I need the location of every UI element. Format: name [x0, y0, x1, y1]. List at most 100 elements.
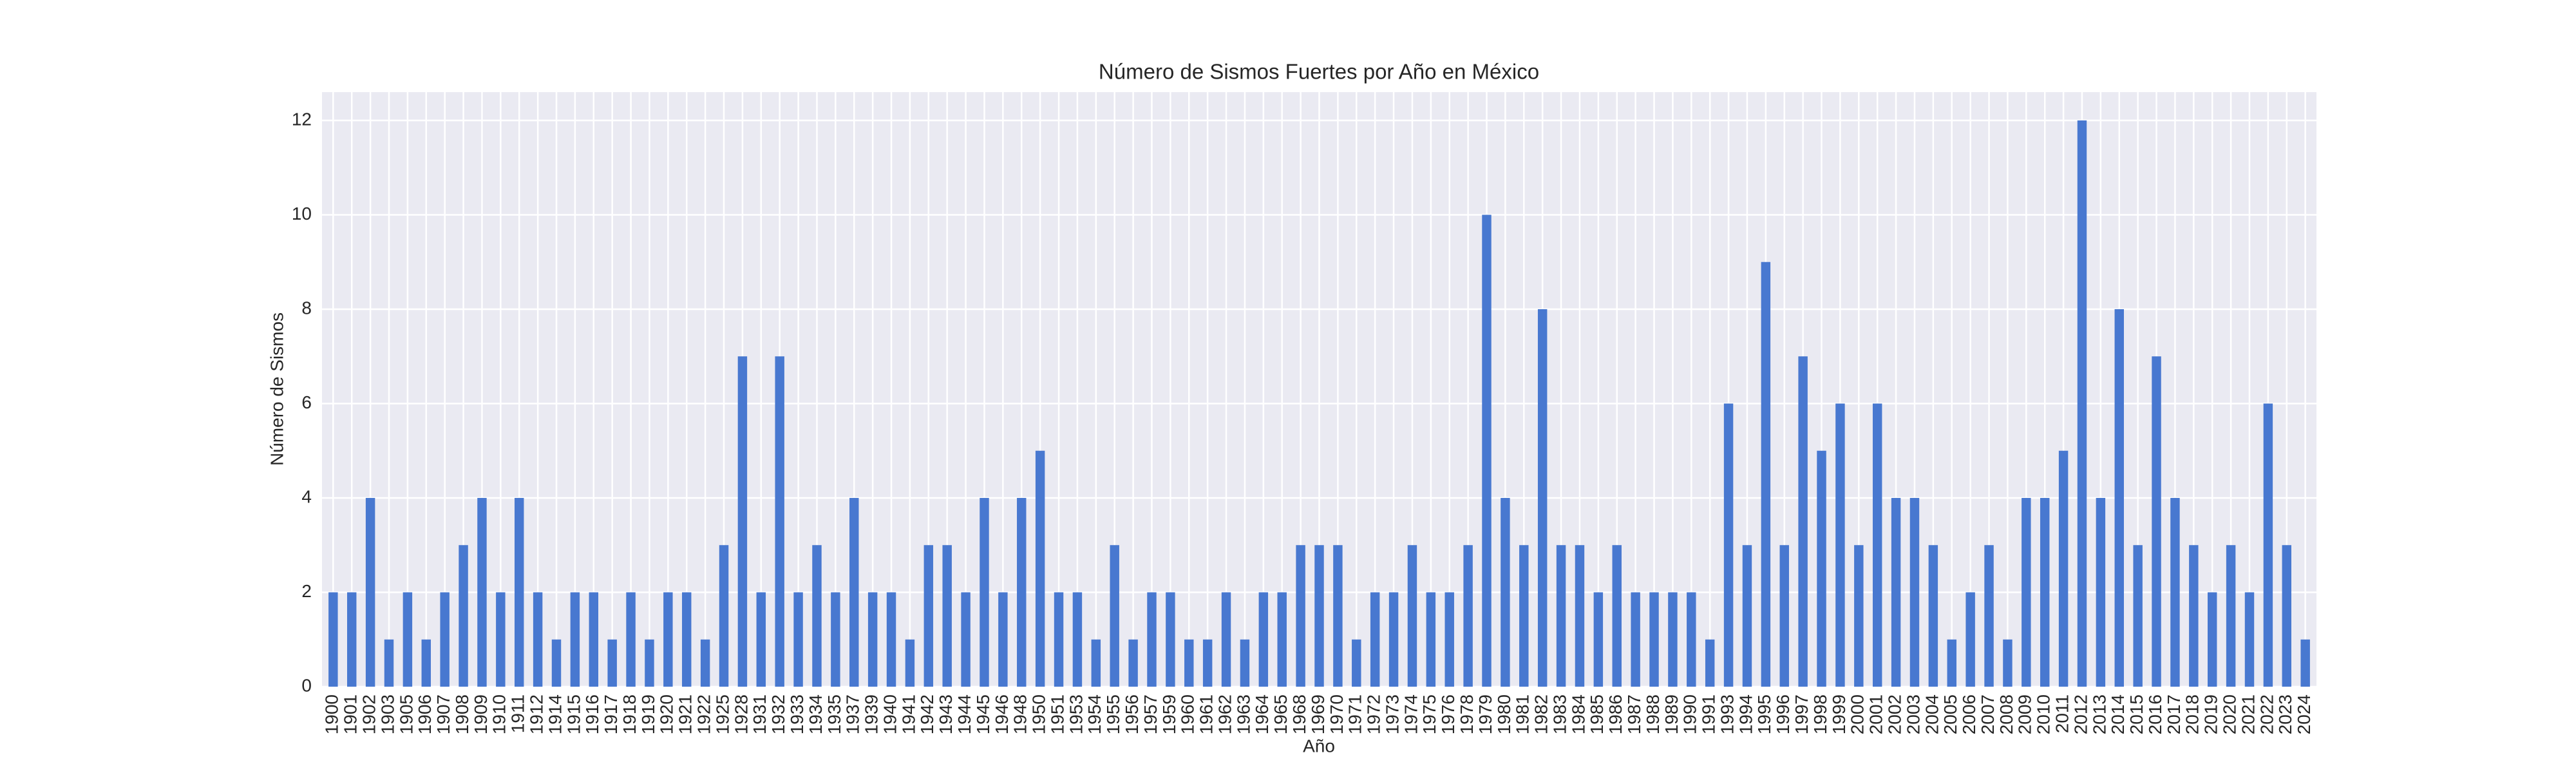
bar: [1352, 639, 1361, 687]
bar: [1575, 545, 1585, 687]
bar: [1649, 592, 1659, 687]
bar: [2114, 309, 2124, 687]
bar: [1240, 639, 1250, 687]
x-tick-label: 1935: [824, 694, 844, 734]
x-tick-label: 1987: [1624, 694, 1644, 734]
x-tick-label: 1934: [806, 694, 826, 734]
bar: [1202, 639, 1213, 687]
x-tick-label: 2000: [1848, 694, 1868, 734]
x-tick-label: 1995: [1754, 694, 1774, 734]
x-tick-label: 1951: [1047, 694, 1067, 734]
x-tick-label: 1993: [1717, 694, 1737, 734]
x-tick-label: 2023: [2275, 694, 2295, 734]
x-tick-label: 1910: [489, 694, 509, 734]
bar: [2207, 592, 2217, 687]
x-tick-label: 2003: [1903, 694, 1923, 734]
x-tick-label: 1908: [452, 694, 472, 734]
x-tick-label: 1920: [657, 694, 677, 734]
bar: [1110, 545, 1119, 687]
bar: [496, 592, 506, 687]
bar: [1965, 592, 1975, 687]
x-tick-label: 1906: [415, 694, 435, 734]
bar: [1296, 545, 1305, 687]
x-tick-label: 1974: [1401, 694, 1421, 734]
x-tick-label: 2017: [2164, 694, 2184, 734]
bar: [1314, 545, 1324, 687]
x-tick-label: 2018: [2183, 694, 2202, 734]
bar: [1519, 545, 1529, 687]
bar: [2022, 497, 2031, 687]
bar: [2226, 545, 2236, 687]
x-tick-label: 1940: [880, 694, 900, 734]
x-tick-label: 2019: [2201, 694, 2221, 734]
x-tick-label: 1997: [1792, 694, 1812, 734]
bar: [1928, 545, 1938, 687]
x-tick-label: 2008: [1996, 694, 2016, 734]
x-tick-label: 2007: [1978, 694, 1998, 734]
x-tick-label: 1953: [1066, 694, 1086, 734]
x-tick-label: 1922: [694, 694, 714, 734]
x-tick-label: 1903: [377, 694, 397, 734]
x-tick-label: 1918: [620, 694, 639, 734]
x-tick-label: 1962: [1215, 694, 1235, 734]
x-tick-label: 1961: [1197, 694, 1217, 734]
x-tick-label: 1941: [898, 694, 918, 734]
bar: [459, 545, 468, 687]
bar: [1537, 309, 1548, 687]
bar: [347, 592, 357, 687]
bar: [626, 592, 636, 687]
bar: [2077, 120, 2087, 687]
bar: [700, 639, 710, 687]
bar: [812, 545, 822, 687]
y-axis-label: Número de Sismos: [267, 312, 287, 466]
bar: [1017, 497, 1027, 687]
bar: [2189, 545, 2199, 687]
bar: [402, 592, 413, 687]
x-tick-label: 1900: [322, 694, 342, 734]
x-tick-label: 1960: [1178, 694, 1198, 734]
x-tick-label: 1957: [1141, 694, 1160, 734]
x-tick-label: 1984: [1568, 694, 1588, 734]
x-tick-label: 2002: [1884, 694, 1904, 734]
bar: [2263, 403, 2273, 687]
x-tick-label: 1955: [1103, 694, 1123, 734]
x-tick-label: 1983: [1549, 694, 1569, 734]
bar: [849, 497, 859, 687]
x-tick-label: 2015: [2126, 694, 2146, 734]
x-tick-label: 1969: [1308, 694, 1328, 734]
x-tick-label: 1919: [638, 694, 658, 734]
bar: [1426, 592, 1436, 687]
bar: [551, 639, 562, 687]
y-tick-label: 8: [301, 298, 312, 318]
bar: [1631, 592, 1640, 687]
x-tick-label: 1965: [1271, 694, 1291, 734]
x-tick-label: 1939: [862, 694, 882, 734]
x-tick-label: 1912: [527, 694, 547, 734]
bar: [1891, 497, 1901, 687]
x-tick-label: 1909: [471, 694, 491, 734]
x-tick-label: 1959: [1159, 694, 1179, 734]
bar: [1742, 545, 1752, 687]
bar: [1221, 592, 1231, 687]
bar: [1128, 639, 1138, 687]
bar: [533, 592, 543, 687]
bar: [1333, 545, 1343, 687]
x-tick-label: 2006: [1959, 694, 1979, 734]
x-tick-label: 1989: [1662, 694, 1681, 734]
bar: [2003, 639, 2012, 687]
x-tick-label: 1954: [1084, 694, 1104, 734]
bar: [998, 592, 1008, 687]
bar: [1612, 545, 1622, 687]
x-tick-label: 1917: [601, 694, 621, 734]
x-tick-label: 1982: [1531, 694, 1551, 734]
bar: [737, 356, 748, 687]
y-tick-label: 10: [292, 204, 312, 224]
bar: [1984, 545, 1994, 687]
bar: [1817, 450, 1826, 687]
y-tick-label: 12: [292, 109, 312, 129]
bar: [756, 592, 766, 687]
bar: [1258, 592, 1269, 687]
bar: [1501, 497, 1510, 687]
bar: [1593, 592, 1604, 687]
bar: [1687, 592, 1696, 687]
